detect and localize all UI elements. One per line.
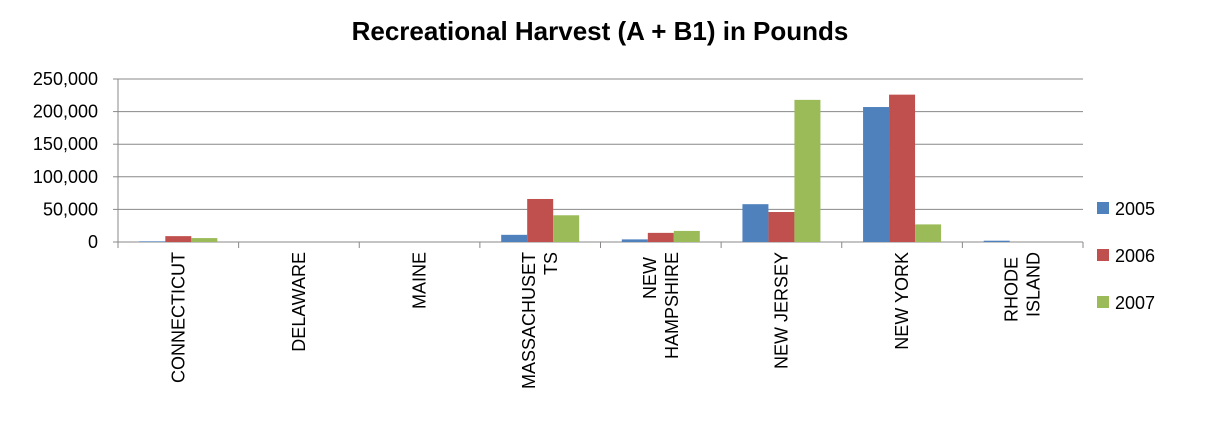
bar — [915, 224, 942, 242]
x-tick-label: NEW HAMPSHIRE — [640, 252, 682, 359]
bar — [863, 107, 890, 242]
legend-label: 2006 — [1115, 246, 1155, 266]
legend-swatch — [1097, 249, 1109, 261]
x-tick-label: RHODE ISLAND — [1002, 252, 1044, 322]
bar — [768, 212, 795, 242]
bar — [673, 230, 700, 242]
legend-label: 2005 — [1115, 199, 1155, 219]
bar — [889, 94, 916, 242]
bar — [621, 239, 648, 242]
x-tick-label: NEW JERSEY — [771, 252, 791, 369]
y-tick-label: 0 — [88, 232, 98, 252]
bar — [794, 99, 821, 242]
x-tick-label: CONNECTICUT — [168, 252, 188, 383]
x-tick-label: NEW YORK — [892, 252, 912, 350]
chart-title: Recreational Harvest (A + B1) in Pounds — [352, 16, 849, 46]
bar — [191, 238, 218, 242]
bar — [139, 241, 166, 242]
y-tick-label: 250,000 — [33, 69, 98, 89]
y-tick-label: 50,000 — [43, 199, 98, 219]
y-tick-label: 200,000 — [33, 102, 98, 122]
x-tick-label: DELAWARE — [289, 252, 309, 352]
legend-swatch — [1097, 202, 1109, 214]
bar — [553, 215, 580, 242]
bar — [527, 198, 554, 242]
bar — [983, 240, 1010, 242]
legend-swatch — [1097, 296, 1109, 308]
bar — [501, 234, 528, 242]
legend-label: 2007 — [1115, 293, 1155, 313]
y-tick-label: 150,000 — [33, 134, 98, 154]
bar — [742, 204, 769, 242]
x-tick-label: MASSACHUSET TS — [519, 252, 561, 389]
y-tick-label: 100,000 — [33, 167, 98, 187]
bar — [647, 232, 674, 242]
x-tick-label: MAINE — [410, 252, 430, 309]
bar — [165, 236, 192, 242]
